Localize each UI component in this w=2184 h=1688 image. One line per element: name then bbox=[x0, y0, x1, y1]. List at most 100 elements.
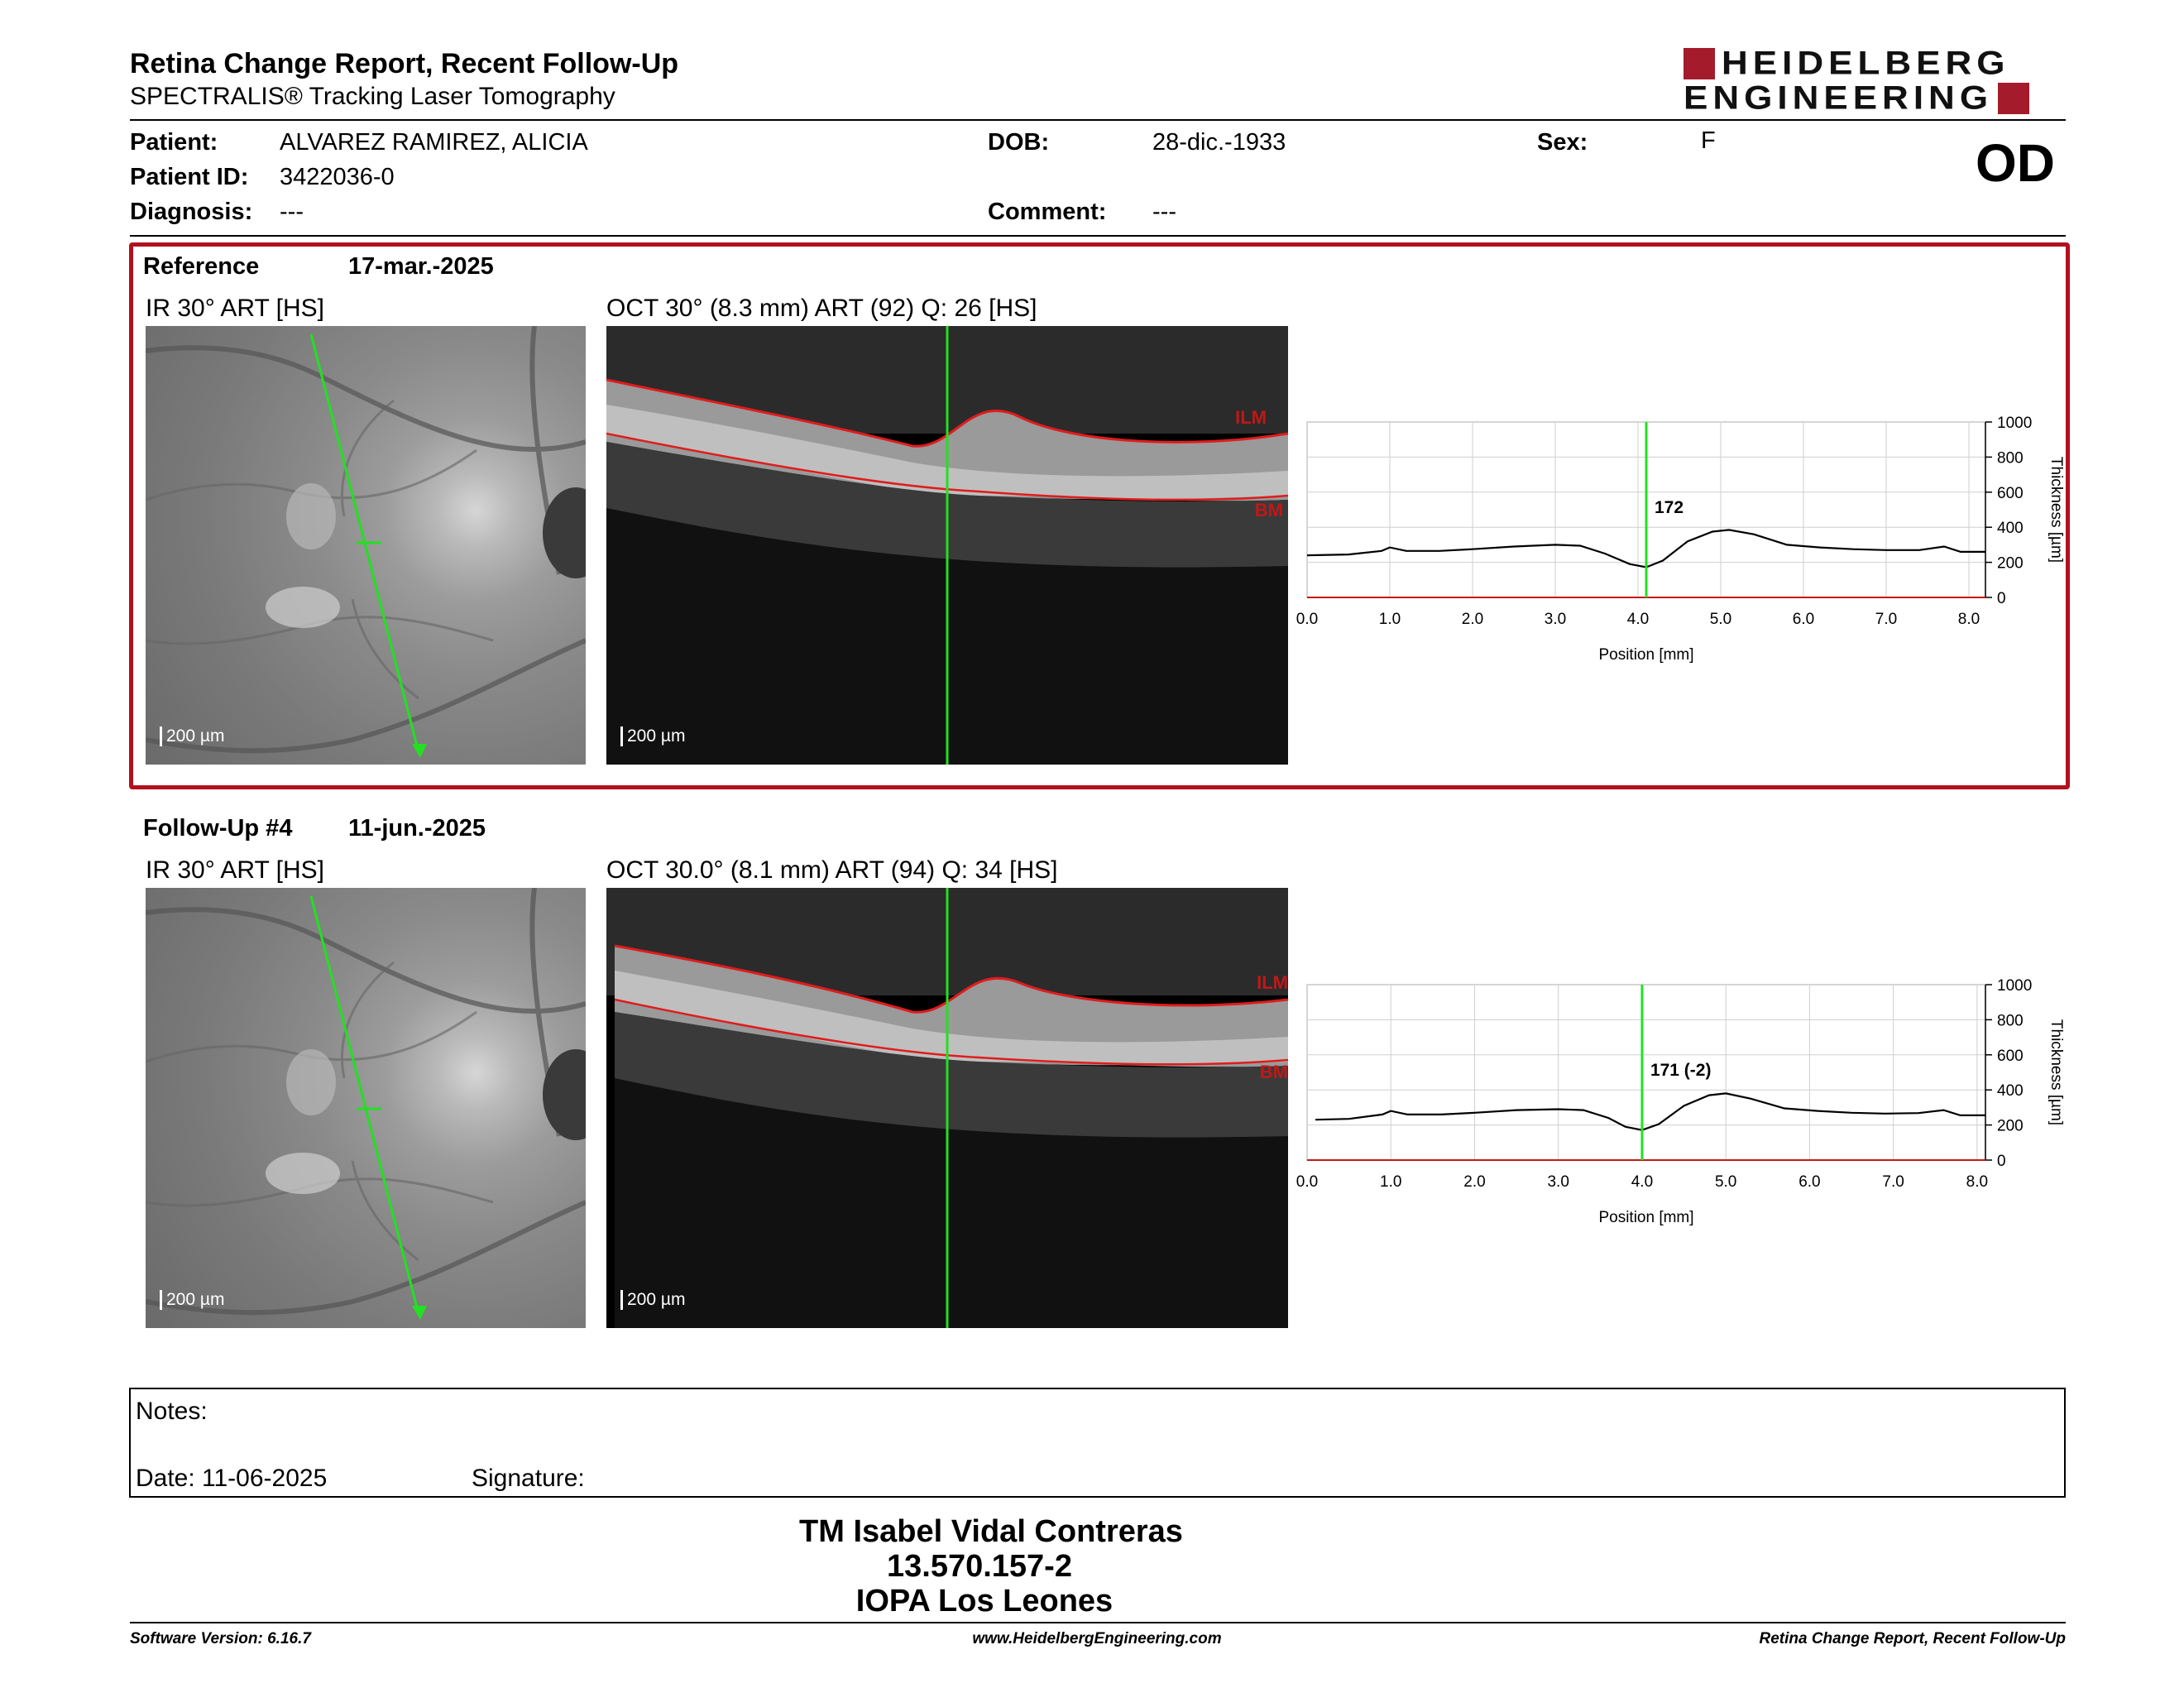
comment-value: --- bbox=[1152, 199, 1176, 225]
followup-ilm-label: ILM bbox=[1257, 972, 1288, 993]
marker-value-label: 172 bbox=[1655, 498, 1684, 517]
followup-thickness-chart: 0.0 1.0 2.0 3.0 4.0 5.0 6.0 7.0 8.0 0 200 400 600 800… bbox=[1296, 977, 2065, 1226]
thickness-series-line bbox=[1315, 1092, 1985, 1131]
reference-oct-scale: 200 µm bbox=[620, 727, 686, 746]
y-tick-label: 1000 bbox=[1997, 415, 2032, 432]
reference-date: 17-mar.-2025 bbox=[348, 253, 494, 280]
x-tick-label: 6.0 bbox=[1798, 1173, 1820, 1191]
logo-row-2: ENGINEERING bbox=[1684, 79, 2030, 117]
x-tick-label: 7.0 bbox=[1875, 611, 1897, 628]
followup-oct-label: OCT 30.0° (8.1 mm) ART (94) Q: 34 [HS] bbox=[606, 856, 1058, 884]
reference-thickness-chart: 0.0 1.0 2.0 3.0 4.0 5.0 6.0 7.0 8.0 0 200 400 600 800… bbox=[1296, 415, 2065, 664]
x-tick-label: 7.0 bbox=[1882, 1173, 1904, 1191]
logo-line1: HEIDELBERG bbox=[1722, 45, 2010, 82]
logo-line2: ENGINEERING bbox=[1684, 79, 1994, 117]
followup-fundus-vessels bbox=[146, 888, 586, 1320]
y-tick-label: 800 bbox=[1997, 449, 2024, 467]
marker-value-label: 171 (-2) bbox=[1650, 1061, 1712, 1080]
followup-oct-image: ILM BM 200 µm bbox=[606, 888, 1288, 1328]
logo: HEIDELBERG bbox=[1684, 46, 2009, 81]
followup-bm-label: BM bbox=[1260, 1062, 1288, 1082]
signatory-name: TM Isabel Vidal Contreras bbox=[799, 1514, 1183, 1549]
x-tick-label: 0.0 bbox=[1296, 1173, 1318, 1191]
x-tick-label: 1.0 bbox=[1379, 611, 1401, 628]
x-tick-label: 1.0 bbox=[1380, 1173, 1401, 1191]
x-axis-title: Position [mm] bbox=[1598, 646, 1693, 664]
x-tick-label: 0.0 bbox=[1296, 611, 1318, 628]
patient-name: ALVAREZ RAMIREZ, ALICIA bbox=[280, 129, 588, 156]
notes-label: Notes: bbox=[136, 1398, 208, 1425]
software-version: Software Version: 6.16.7 bbox=[130, 1630, 311, 1647]
followup-oct-bscan: ILM BM bbox=[606, 888, 1288, 1328]
logo-square-icon bbox=[1684, 48, 1715, 79]
x-tick-label: 6.0 bbox=[1793, 611, 1814, 628]
x-tick-label: 8.0 bbox=[1966, 1173, 1988, 1191]
reference-oct-label: OCT 30° (8.3 mm) ART (92) Q: 26 [HS] bbox=[606, 295, 1037, 322]
diagnosis-value: --- bbox=[280, 199, 304, 225]
reference-bm-label: BM bbox=[1255, 500, 1283, 520]
x-axis-title: Position [mm] bbox=[1598, 1209, 1693, 1226]
signatory-rut: 13.570.157-2 bbox=[887, 1549, 1072, 1584]
dob-label: DOB: bbox=[988, 129, 1050, 156]
y-axis-title: Thickness [µm] bbox=[2048, 1019, 2065, 1125]
y-tick-label: 0 bbox=[1997, 1153, 2006, 1170]
signatory-institution: IOPA Los Leones bbox=[855, 1584, 1114, 1618]
notes-date: Date: 11-06-2025 bbox=[136, 1465, 328, 1492]
logo-square-icon bbox=[1998, 83, 2030, 114]
y-tick-label: 600 bbox=[1997, 1048, 2024, 1065]
eye-indicator: OD bbox=[1976, 133, 2055, 193]
sex-value: F bbox=[1701, 127, 1716, 154]
reference-label: Reference bbox=[143, 253, 260, 280]
reference-ir-scale: 200 µm bbox=[159, 727, 225, 746]
dob-value: 28-dic.-1933 bbox=[1152, 129, 1286, 156]
footer-report-name: Retina Change Report, Recent Follow-Up bbox=[1759, 1630, 2066, 1647]
x-tick-label: 4.0 bbox=[1627, 611, 1649, 628]
website-link[interactable]: www.HeidelbergEngineering.com bbox=[972, 1630, 1222, 1647]
header-divider bbox=[130, 119, 2066, 121]
patient-id: 3422036-0 bbox=[280, 164, 395, 190]
reference-fundus-vessels bbox=[146, 326, 586, 758]
x-tick-label: 2.0 bbox=[1463, 1173, 1485, 1191]
followup-label: Follow-Up #4 bbox=[143, 815, 293, 842]
patient-id-label: Patient ID: bbox=[130, 164, 249, 190]
x-tick-label: 3.0 bbox=[1545, 611, 1566, 628]
followup-ir-label: IR 30° ART [HS] bbox=[146, 856, 324, 884]
y-tick-label: 200 bbox=[1997, 555, 2024, 573]
x-tick-label: 5.0 bbox=[1710, 611, 1731, 628]
y-tick-label: 800 bbox=[1997, 1012, 2024, 1029]
report-title: Retina Change Report, Recent Follow-Up bbox=[130, 48, 679, 79]
patient-name-label: Patient: bbox=[130, 129, 218, 156]
y-tick-label: 0 bbox=[1997, 590, 2006, 607]
reference-ir-image: 200 µm bbox=[146, 326, 586, 765]
followup-ir-scale: 200 µm bbox=[159, 1290, 225, 1310]
comment-label: Comment: bbox=[988, 199, 1107, 225]
sex-label: Sex: bbox=[1537, 129, 1588, 156]
followup-ir-image: 200 µm bbox=[146, 888, 586, 1328]
x-tick-label: 5.0 bbox=[1715, 1173, 1736, 1191]
followup-oct-scale: 200 µm bbox=[620, 1290, 686, 1310]
y-tick-label: 1000 bbox=[1997, 977, 2032, 995]
footer-divider bbox=[130, 1622, 2066, 1623]
notes-box bbox=[129, 1388, 2066, 1498]
reference-frame bbox=[129, 242, 2070, 789]
x-tick-label: 2.0 bbox=[1462, 611, 1483, 628]
thickness-series-line bbox=[1306, 529, 1985, 568]
x-tick-label: 4.0 bbox=[1631, 1173, 1653, 1191]
signature-label: Signature: bbox=[472, 1465, 585, 1492]
reference-oct-image: ILM BM 200 µm bbox=[606, 326, 1288, 765]
report-subtitle: SPECTRALIS® Tracking Laser Tomography bbox=[130, 83, 615, 110]
reference-ir-label: IR 30° ART [HS] bbox=[146, 295, 324, 322]
reference-oct-bscan: ILM BM bbox=[606, 326, 1288, 765]
x-tick-label: 8.0 bbox=[1958, 611, 1980, 628]
x-tick-label: 3.0 bbox=[1547, 1173, 1569, 1191]
patient-divider bbox=[130, 235, 2066, 237]
reference-ilm-label: ILM bbox=[1235, 407, 1267, 428]
y-tick-label: 400 bbox=[1997, 1082, 2024, 1100]
y-axis-title: Thickness [µm] bbox=[2048, 457, 2065, 563]
diagnosis-label: Diagnosis: bbox=[130, 199, 253, 225]
chart-frame bbox=[1306, 984, 1986, 1161]
y-tick-label: 200 bbox=[1997, 1118, 2024, 1135]
followup-date: 11-jun.-2025 bbox=[348, 815, 486, 842]
y-tick-label: 600 bbox=[1997, 485, 2024, 502]
y-tick-label: 400 bbox=[1997, 520, 2024, 537]
